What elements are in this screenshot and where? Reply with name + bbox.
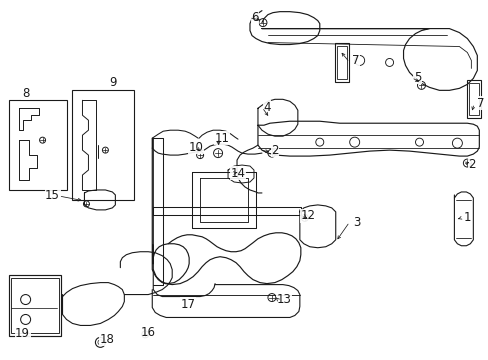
Text: 8: 8 xyxy=(22,87,29,100)
Bar xyxy=(467,80,480,118)
Bar xyxy=(336,45,346,80)
Bar xyxy=(11,278,59,333)
Text: 7: 7 xyxy=(351,54,359,67)
Text: 13: 13 xyxy=(276,293,291,306)
Text: 11: 11 xyxy=(214,132,229,145)
Text: 16: 16 xyxy=(141,326,156,339)
Text: 4: 4 xyxy=(263,101,270,114)
Text: 14: 14 xyxy=(230,167,245,180)
Text: 19: 19 xyxy=(15,327,30,340)
Bar xyxy=(334,42,348,82)
Text: 15: 15 xyxy=(45,189,60,202)
Bar xyxy=(9,100,66,190)
Text: 10: 10 xyxy=(188,141,203,154)
Bar xyxy=(9,275,61,336)
Text: 17: 17 xyxy=(180,298,195,311)
Text: 5: 5 xyxy=(413,71,420,84)
Text: 3: 3 xyxy=(352,216,360,229)
Text: 7: 7 xyxy=(476,97,483,110)
Text: 12: 12 xyxy=(300,210,315,222)
Text: 2: 2 xyxy=(468,158,475,171)
Text: 1: 1 xyxy=(463,211,470,224)
Bar xyxy=(468,84,478,115)
Text: 18: 18 xyxy=(100,333,115,346)
Text: 2: 2 xyxy=(271,144,278,157)
Bar xyxy=(72,90,134,200)
Text: 9: 9 xyxy=(109,76,117,89)
Text: 6: 6 xyxy=(251,11,258,24)
